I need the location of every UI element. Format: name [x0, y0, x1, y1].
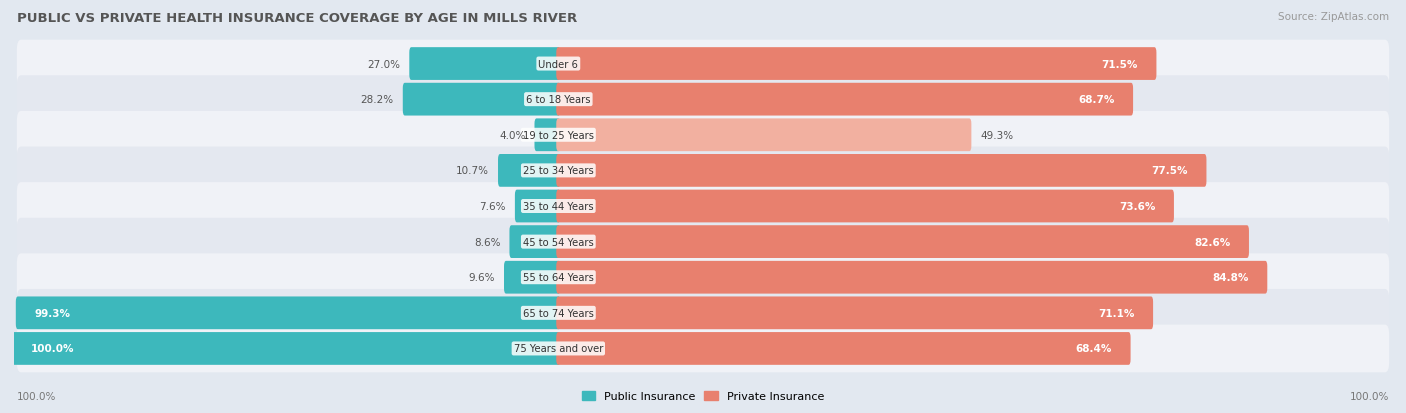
Text: 77.5%: 77.5%: [1152, 166, 1188, 176]
Text: 68.4%: 68.4%: [1076, 344, 1112, 354]
FancyBboxPatch shape: [557, 83, 1133, 116]
FancyBboxPatch shape: [17, 112, 1389, 159]
Text: 65 to 74 Years: 65 to 74 Years: [523, 308, 593, 318]
Text: 6 to 18 Years: 6 to 18 Years: [526, 95, 591, 105]
Text: 8.6%: 8.6%: [474, 237, 501, 247]
FancyBboxPatch shape: [509, 225, 561, 259]
FancyBboxPatch shape: [17, 76, 1389, 124]
Text: 25 to 34 Years: 25 to 34 Years: [523, 166, 593, 176]
Text: 71.5%: 71.5%: [1101, 59, 1137, 69]
FancyBboxPatch shape: [17, 254, 1389, 301]
FancyBboxPatch shape: [498, 154, 561, 188]
Text: 55 to 64 Years: 55 to 64 Years: [523, 273, 593, 282]
FancyBboxPatch shape: [503, 261, 561, 294]
Text: 99.3%: 99.3%: [34, 308, 70, 318]
FancyBboxPatch shape: [17, 325, 1389, 373]
FancyBboxPatch shape: [557, 119, 972, 152]
FancyBboxPatch shape: [13, 332, 561, 365]
FancyBboxPatch shape: [534, 119, 561, 152]
Text: Under 6: Under 6: [538, 59, 578, 69]
FancyBboxPatch shape: [17, 147, 1389, 195]
Text: 35 to 44 Years: 35 to 44 Years: [523, 202, 593, 211]
FancyBboxPatch shape: [17, 218, 1389, 266]
Text: 71.1%: 71.1%: [1098, 308, 1135, 318]
Text: 9.6%: 9.6%: [468, 273, 495, 282]
Text: 28.2%: 28.2%: [361, 95, 394, 105]
Text: 84.8%: 84.8%: [1212, 273, 1249, 282]
FancyBboxPatch shape: [557, 297, 1153, 330]
Text: PUBLIC VS PRIVATE HEALTH INSURANCE COVERAGE BY AGE IN MILLS RIVER: PUBLIC VS PRIVATE HEALTH INSURANCE COVER…: [17, 12, 576, 25]
FancyBboxPatch shape: [557, 190, 1174, 223]
Text: 45 to 54 Years: 45 to 54 Years: [523, 237, 593, 247]
FancyBboxPatch shape: [557, 48, 1156, 81]
Text: Source: ZipAtlas.com: Source: ZipAtlas.com: [1278, 12, 1389, 22]
Text: 19 to 25 Years: 19 to 25 Years: [523, 131, 593, 140]
Text: 49.3%: 49.3%: [980, 131, 1014, 140]
Text: 100.0%: 100.0%: [31, 344, 75, 354]
FancyBboxPatch shape: [402, 83, 561, 116]
Text: 75 Years and over: 75 Years and over: [513, 344, 603, 354]
Text: 100.0%: 100.0%: [17, 391, 56, 401]
Text: 82.6%: 82.6%: [1194, 237, 1230, 247]
FancyBboxPatch shape: [557, 225, 1249, 259]
FancyBboxPatch shape: [557, 332, 1130, 365]
Text: 68.7%: 68.7%: [1078, 95, 1115, 105]
FancyBboxPatch shape: [557, 261, 1267, 294]
FancyBboxPatch shape: [15, 297, 561, 330]
Text: 4.0%: 4.0%: [499, 131, 526, 140]
FancyBboxPatch shape: [17, 289, 1389, 337]
FancyBboxPatch shape: [17, 183, 1389, 230]
Text: 73.6%: 73.6%: [1119, 202, 1156, 211]
FancyBboxPatch shape: [409, 48, 561, 81]
Text: 10.7%: 10.7%: [456, 166, 489, 176]
FancyBboxPatch shape: [17, 40, 1389, 88]
Text: 100.0%: 100.0%: [1350, 391, 1389, 401]
Legend: Public Insurance, Private Insurance: Public Insurance, Private Insurance: [578, 387, 828, 406]
Text: 27.0%: 27.0%: [367, 59, 401, 69]
FancyBboxPatch shape: [557, 154, 1206, 188]
Text: 7.6%: 7.6%: [479, 202, 506, 211]
FancyBboxPatch shape: [515, 190, 561, 223]
